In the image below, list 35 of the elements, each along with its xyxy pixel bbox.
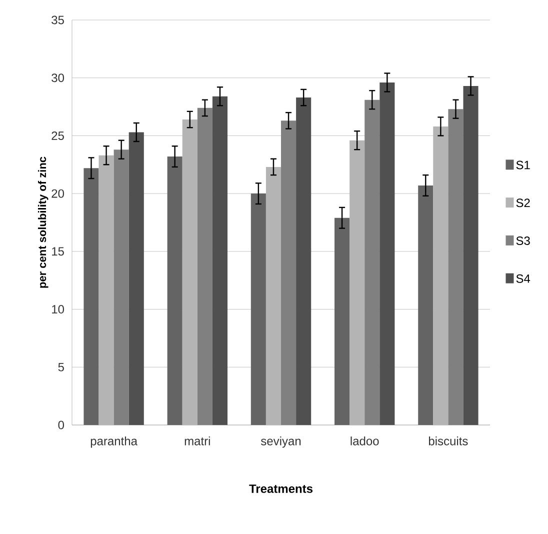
y-tick-label: 25 <box>52 131 64 140</box>
bar <box>296 98 312 425</box>
y-tick-label: 30 <box>52 74 64 82</box>
y-axis-title: per cent solubility of zinc <box>38 156 48 288</box>
bar <box>418 185 434 425</box>
x-tick-label: biscuits <box>428 436 468 446</box>
x-tick-label: seviyan <box>260 436 301 448</box>
legend-label: S3 <box>516 236 530 245</box>
bar <box>114 150 129 425</box>
bar <box>380 82 395 425</box>
bar <box>334 218 350 425</box>
legend-label: S1 <box>516 160 530 170</box>
x-tick-label: parantha <box>90 436 138 448</box>
bar <box>281 120 296 425</box>
bar <box>448 109 464 425</box>
bar <box>128 132 144 425</box>
bar <box>167 156 182 425</box>
legend-label: S4 <box>516 274 530 283</box>
bar <box>364 100 380 425</box>
y-tick-label: 35 <box>52 16 64 24</box>
bar <box>463 86 478 425</box>
y-tick-label: 0 <box>58 420 64 430</box>
legend-label: S2 <box>516 198 530 208</box>
bar <box>250 194 266 425</box>
bar <box>98 155 114 425</box>
x-tick-label: matri <box>184 436 210 446</box>
y-tick-label: 20 <box>52 189 64 198</box>
x-tick-label: ladoo <box>350 436 379 446</box>
bar <box>212 96 228 425</box>
bar <box>197 108 212 425</box>
x-axis-title: Treatments <box>249 484 313 493</box>
bar <box>84 168 99 425</box>
y-tick-label: 10 <box>52 305 64 314</box>
y-tick-label: 15 <box>52 247 64 256</box>
y-tick-label: 5 <box>58 362 64 372</box>
